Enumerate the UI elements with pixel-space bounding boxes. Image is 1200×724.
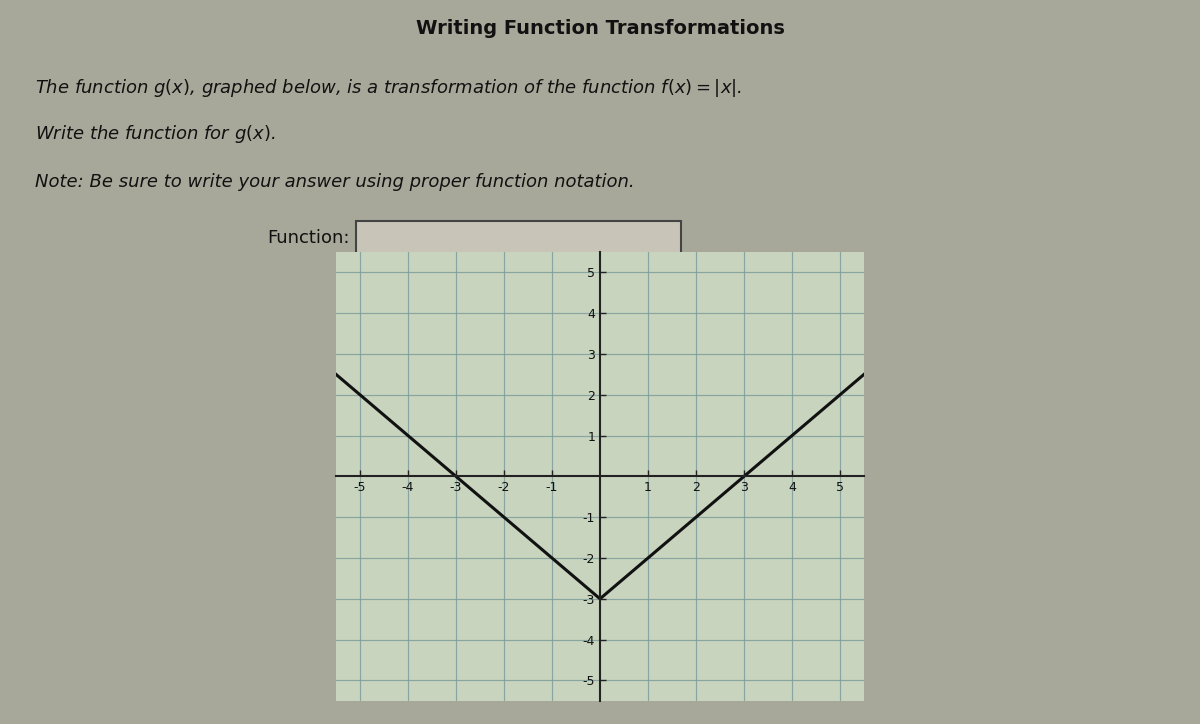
- Text: Function:: Function:: [268, 229, 349, 247]
- Text: The function $g(x)$, graphed below, is a transformation of the function $f(x) = : The function $g(x)$, graphed below, is a…: [36, 77, 743, 99]
- Text: Note: Be sure to write your answer using proper function notation.: Note: Be sure to write your answer using…: [36, 172, 635, 190]
- Text: Write the function for $g(x)$.: Write the function for $g(x)$.: [36, 122, 276, 145]
- Text: Writing Function Transformations: Writing Function Transformations: [415, 20, 785, 38]
- FancyBboxPatch shape: [355, 221, 682, 256]
